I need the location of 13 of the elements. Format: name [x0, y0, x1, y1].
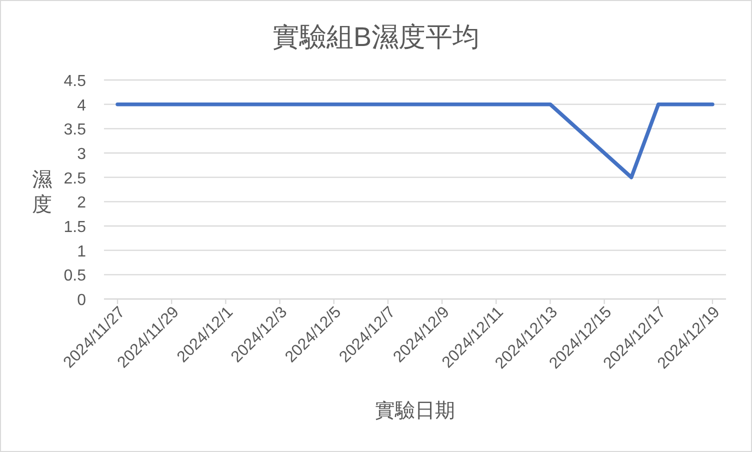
y-tick-label: 1	[77, 243, 86, 260]
y-tick-label: 3	[77, 146, 86, 163]
y-tick-label: 4	[77, 97, 86, 114]
x-axis-title: 實驗日期	[375, 400, 455, 422]
y-tick-label: 2	[77, 194, 86, 212]
y-tick-label: 4.5	[64, 73, 86, 90]
y-tick-label: 1.5	[64, 219, 86, 236]
y-tick-label: 2.5	[64, 170, 86, 188]
y-tick-label: 3.5	[64, 122, 86, 139]
y-axis-title: 濕度	[32, 169, 52, 216]
y-tick-label: 0	[77, 292, 86, 309]
chart-title: 實驗組B濕度平均	[272, 22, 480, 52]
y-tick-label: 0.5	[64, 268, 86, 285]
